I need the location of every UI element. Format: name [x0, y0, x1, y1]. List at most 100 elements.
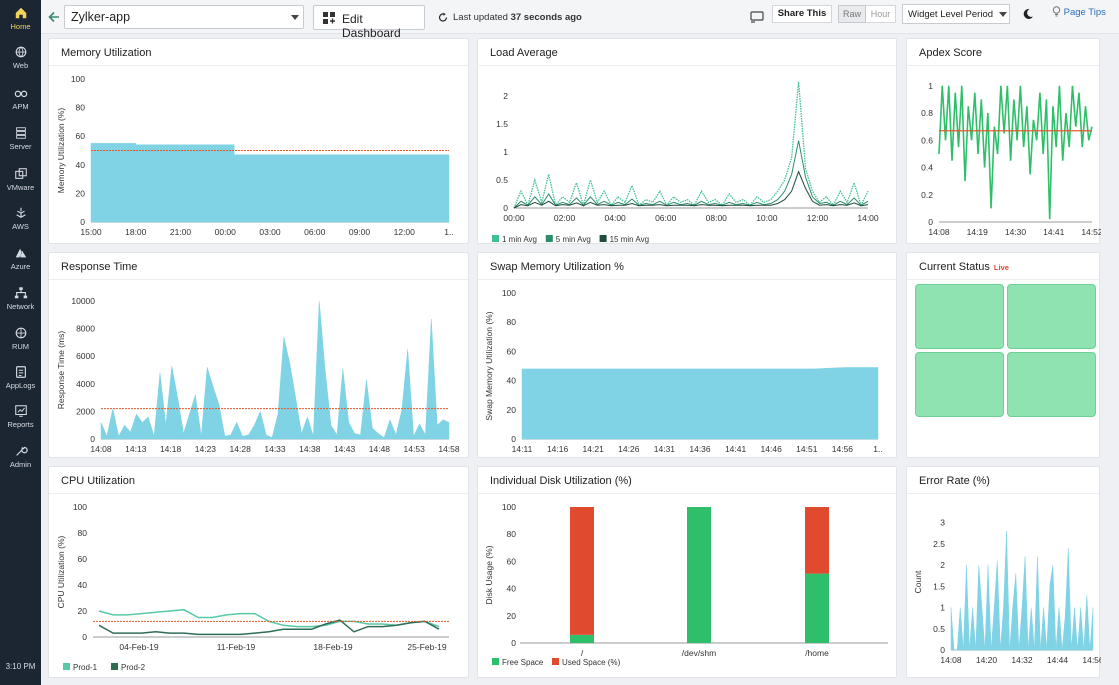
- widget-title: Memory Utilization: [61, 47, 152, 59]
- dashboard-grid-icon: [323, 12, 335, 24]
- y-tick-label: 0.8: [921, 108, 933, 118]
- x-tick-label: 15:00: [80, 227, 102, 237]
- current-status-title: Current Status: [919, 261, 990, 273]
- y-tick-label: 2.5: [933, 539, 945, 549]
- server-icon: [15, 127, 26, 139]
- applogs-icon: [15, 366, 26, 378]
- legend-label: Free Space: [502, 658, 544, 667]
- area-series: [521, 367, 879, 440]
- x-tick-label: 12:00: [807, 213, 829, 223]
- x-tick-label: 18:00: [125, 227, 147, 237]
- series-line-1: [98, 619, 440, 636]
- sidebar-item-label: AWS: [12, 222, 29, 231]
- y-axis-label: Count: [913, 570, 923, 593]
- back-arrow-icon[interactable]: [47, 9, 61, 25]
- sidebar-item-network[interactable]: Network: [0, 286, 41, 324]
- x-tick-label: 09:00: [349, 227, 371, 237]
- x-tick-label: 14:16: [547, 444, 569, 454]
- sidebar-item-azure[interactable]: Azure: [0, 246, 41, 284]
- sidebar-item-label: Web: [12, 61, 29, 70]
- edit-dashboard-label: Edit Dashboard: [342, 12, 401, 40]
- status-tile[interactable]: [1007, 284, 1096, 349]
- sidebar-item-web[interactable]: Web: [0, 45, 41, 83]
- x-tick-label: 14:53: [404, 444, 426, 454]
- x-tick-label: 14:41: [725, 444, 747, 454]
- x-tick-label: 14:36: [689, 444, 711, 454]
- share-button[interactable]: Share This: [772, 5, 832, 23]
- sidebar-item-server[interactable]: Server: [0, 126, 41, 164]
- area-series: [100, 300, 450, 440]
- y-tick-label: 1: [940, 603, 945, 613]
- sidebar-item-label: Admin: [9, 460, 32, 469]
- sidebar-item-label: Azure: [10, 262, 31, 271]
- app-select-value: Zylker-app: [71, 10, 131, 24]
- y-tick-label: 20: [78, 606, 88, 616]
- y-tick-label: 2000: [76, 406, 95, 416]
- sidebar-item-home[interactable]: Home: [0, 6, 41, 44]
- binoculars-icon: [14, 90, 27, 98]
- y-axis-label: Swap Memory Utilization (%): [484, 311, 494, 420]
- sidebar-item-admin[interactable]: Admin: [0, 444, 41, 482]
- edit-dashboard-button[interactable]: Edit Dashboard: [313, 5, 425, 40]
- y-tick-label: 100: [71, 74, 85, 84]
- dark-mode-icon[interactable]: [1022, 7, 1034, 25]
- error-rate-chart: 0 0.5 1 1.5 2 2.5 3 Count 14:08 14:20 14:32 14:44 14…: [913, 518, 1101, 666]
- y-tick-label: 0.6: [921, 135, 933, 145]
- x-tick-label: 00:00: [215, 227, 237, 237]
- memory-chart: 0 20 40 60 80 100 Memory Utilization (%) 15:00 1…: [56, 74, 454, 237]
- y-tick-label: 0: [80, 217, 85, 227]
- widget-swap-memory: Swap Memory Utilization % 0 20 40 60 80 100 Sw…: [477, 252, 897, 458]
- chevron-down-icon: [291, 15, 299, 20]
- y-tick-label: 80: [76, 103, 86, 113]
- x-tick-label: 02:00: [554, 213, 576, 223]
- reports-icon: [14, 405, 27, 417]
- x-tick-label: 14:56: [1082, 655, 1101, 665]
- page-tips-link[interactable]: Page Tips: [1052, 6, 1106, 18]
- x-tick-label: 14:21: [583, 444, 605, 454]
- x-tick-label: 12:00: [394, 227, 416, 237]
- sidebar-item-rum[interactable]: RUM: [0, 326, 41, 364]
- raw-toggle[interactable]: Raw: [838, 5, 866, 23]
- status-tile[interactable]: [915, 284, 1004, 349]
- aws-icon: [15, 207, 26, 219]
- x-tick-label: 14:18: [160, 444, 182, 454]
- period-select[interactable]: Widget Level Period: [902, 4, 1010, 24]
- chevron-down-icon: [999, 12, 1007, 17]
- sidebar-item-reports[interactable]: Reports: [0, 404, 41, 442]
- y-tick-label: 1.5: [933, 581, 945, 591]
- x-tick-label: 03:00: [259, 227, 281, 237]
- bar-segment: [805, 507, 829, 574]
- x-tick-label: 14:51: [796, 444, 818, 454]
- widget-title: Load Average: [490, 47, 558, 59]
- y-tick-label: 1: [503, 147, 508, 157]
- widget-response-time: Response Time 0 2000 4000 6000 8000 10000 Resp…: [48, 252, 469, 458]
- y-axis-label: Disk Usage (%): [484, 545, 494, 604]
- sidebar-item-apm[interactable]: APM: [0, 86, 41, 124]
- y-tick-label: 6000: [76, 351, 95, 361]
- legend-swatch: [492, 658, 499, 665]
- response-time-chart: 0 2000 4000 6000 8000 10000 Response Time (ms)…: [56, 296, 460, 454]
- refresh-icon[interactable]: [438, 12, 448, 23]
- widget-disk-utilization: Individual Disk Utilization (%) 0 20 40 60 8…: [477, 466, 897, 678]
- sidebar-item-aws[interactable]: AWS: [0, 206, 41, 244]
- hour-toggle[interactable]: Hour: [866, 5, 896, 23]
- x-tick-label: 14:08: [940, 655, 962, 665]
- legend-swatch: [552, 658, 559, 665]
- legend-swatch: [545, 235, 553, 242]
- apdex-chart: 0 0.2 0.4 0.6 0.8 1 14:08 14:19 14:30 14:41 14:52: [921, 81, 1101, 237]
- widget-error-rate: Error Rate (%) 0 0.5 1 1.5 2 2.5 3 Count 14:08 14…: [906, 466, 1101, 678]
- y-tick-label: 80: [78, 528, 88, 538]
- y-tick-label: 20: [76, 188, 86, 198]
- admin-icon: [15, 446, 28, 456]
- status-tile[interactable]: [1007, 352, 1096, 417]
- x-tick-label: 14:11: [512, 444, 533, 454]
- x-tick-label: 14:19: [967, 227, 989, 237]
- app-select[interactable]: Zylker-app: [64, 5, 304, 29]
- sidebar-item-applogs[interactable]: AppLogs: [0, 365, 41, 403]
- widget-title: Swap Memory Utilization %: [490, 261, 624, 273]
- screen-cast-icon[interactable]: [750, 10, 764, 28]
- sidebar-item-vmware[interactable]: VMware: [0, 167, 41, 205]
- x-tick-label: 14:26: [618, 444, 640, 454]
- y-tick-label: 100: [502, 502, 516, 512]
- status-tile[interactable]: [915, 352, 1004, 417]
